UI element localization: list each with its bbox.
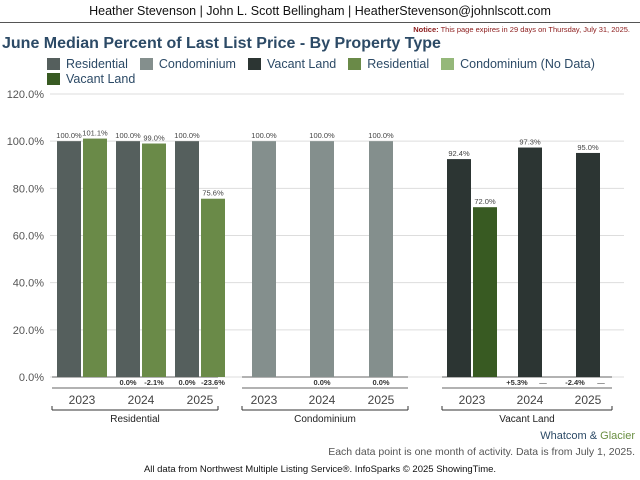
bar [57,141,81,377]
bar [83,138,107,377]
legend-label: Residential [66,57,128,71]
bar-value-label: 92.4% [448,149,470,158]
bar-value-label: 100.0% [368,131,394,140]
x-year-label: 2024 [309,393,336,407]
change-label: -2.4% [565,378,585,387]
bar-value-label: 100.0% [309,131,335,140]
bar [175,141,199,377]
legend-item: Residential [47,57,128,72]
x-year-label: 2025 [368,393,395,407]
y-tick-label: 120.0% [7,89,45,101]
bar [310,141,334,377]
x-year-label: 2023 [459,393,486,407]
group-label: Vacant Land [499,414,554,425]
bar-value-label: 72.0% [474,197,496,206]
x-year-label: 2024 [517,393,544,407]
x-year-label: 2025 [575,393,602,407]
legend-swatch [348,58,362,70]
bar-value-label: 100.0% [251,131,277,140]
y-tick-label: 0.0% [19,372,44,384]
bar [142,143,166,377]
change-label: -23.6% [201,378,225,387]
group-label: Residential [110,414,159,425]
bar [201,198,225,377]
y-tick-label: 20.0% [13,325,44,337]
bar [369,141,393,377]
legend-item: Vacant Land [247,57,337,72]
footer-note: Each data point is one month of activity… [328,446,635,458]
legend-swatch [47,58,60,70]
change-label: -2.1% [144,378,164,387]
change-label: 0.0% [119,378,136,387]
x-year-label: 2024 [128,393,155,407]
agent-header-text: Heather Stevenson | John L. Scott Bellin… [89,4,551,18]
group-label: Condominium [294,414,356,425]
legend-item: Condominium [139,57,236,72]
legend-swatch [139,58,153,70]
legend-label: Condominium [158,57,236,71]
footer-brand: Whatcom & Glacier [540,430,635,442]
y-tick-label: 100.0% [7,136,45,148]
y-tick-label: 40.0% [13,278,44,290]
bar-value-label: 101.1% [82,129,108,138]
bar [116,141,140,377]
bar-value-label: 95.0% [577,143,599,152]
bar-value-label: 100.0% [56,131,82,140]
legend-swatch [247,58,261,70]
legend-label: Condominium (No Data) [460,57,595,71]
chart-legend: Residential Condominium Vacant Land Residen… [47,57,637,87]
change-label: — [539,378,547,387]
bar-value-label: 97.3% [519,138,541,147]
brand-amp: & [586,430,601,442]
bar-value-label: 100.0% [174,131,200,140]
change-label: — [597,378,605,387]
legend-label: Vacant Land [66,72,136,86]
legend-item: Residential [348,57,429,72]
legend-swatch [441,58,455,70]
bar-value-label: 100.0% [115,131,141,140]
legend-swatch [47,73,60,85]
legend-item: Vacant Land [47,72,135,87]
x-year-label: 2025 [187,393,214,407]
legend-item: Condominium (No Data) [441,57,595,72]
chart-title: June Median Percent of Last List Price -… [2,35,441,52]
brand-part2: Glacier [600,430,635,442]
agent-header: Heather Stevenson | John L. Scott Bellin… [0,0,640,23]
legend-label: Vacant Land [266,57,337,71]
change-label: 0.0% [372,378,389,387]
bar-value-label: 99.0% [143,134,165,143]
change-label: +5.3% [506,378,528,387]
bar [518,147,542,377]
notice-text: This page expires in 29 days on Thursday… [440,25,630,34]
bar [473,207,497,377]
x-year-label: 2023 [251,393,278,407]
expiry-notice: Notice: This page expires in 29 days on … [413,25,630,34]
bar [252,141,276,377]
x-year-label: 2023 [69,393,96,407]
legend-label: Residential [367,57,430,71]
change-label: 0.0% [313,378,330,387]
bar [447,159,471,377]
change-label: 0.0% [178,378,195,387]
y-tick-label: 80.0% [13,183,44,195]
bar-value-label: 75.6% [202,189,224,198]
bar [576,152,600,377]
footer-source: All data from Northwest Multiple Listing… [143,464,497,475]
brand-part1: Whatcom [540,430,587,442]
notice-label: Notice: [413,25,439,34]
y-tick-label: 60.0% [13,231,44,243]
